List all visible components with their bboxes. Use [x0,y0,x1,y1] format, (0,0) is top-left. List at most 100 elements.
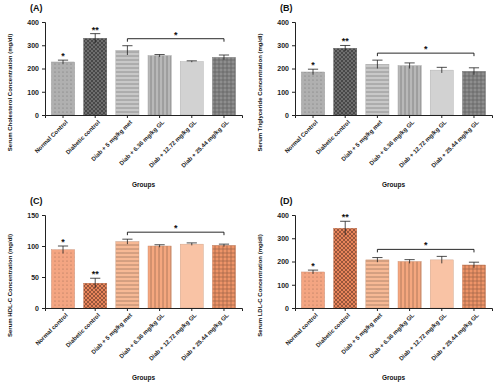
x-tick-mark [473,115,474,118]
x-tick: Normal control [34,308,69,347]
plot: 0100200300400Normal controlDiabetic cont… [277,212,492,382]
panel: 050100150Normal controlDiabetic controlD… [7,196,243,382]
x-axis: Normal ControlDiabetic controlDiab + 5 m… [284,115,493,169]
error-cap [372,257,382,258]
x-tick: Diabetic control [65,115,102,155]
marks [301,45,485,115]
y-tick: 400 [277,19,295,26]
bar [366,64,389,115]
y-axis-title: Serum LDL-C Concentration (mg/dl) [257,234,263,336]
error-bar [469,68,479,75]
y-tick-mark [42,69,45,70]
bar [334,48,357,115]
y-axis-title: Serum Cholesterol Concentration (mg/dl) [7,34,13,151]
x-tick-mark [127,115,128,118]
y-tick: 150 [27,212,45,219]
y-tick: 0 [35,305,45,312]
bar [180,62,203,115]
bar [334,228,357,308]
x-tick-label: Diabetic control [315,312,352,349]
x-axis-title: Groups [132,374,155,382]
bar [462,71,485,115]
y-tick-mark [292,69,295,70]
y-tick-label: 100 [277,88,289,95]
x-tick-mark [223,115,224,118]
bar [212,245,235,308]
error-bar [187,61,197,62]
y-axis-title: Serum Triglyceride Concentration (mg/dl) [257,33,263,151]
error-stem [127,239,128,244]
y-tick: 50 [31,274,45,281]
error-stem [409,260,410,264]
x-tick: Diabetic control [65,308,102,348]
y-tick-mark [42,45,45,46]
x-tick-label: Diabetic control [65,312,102,349]
y-tick-label: 400 [277,19,289,26]
panel: 0100200300400Normal ControlDiabetic cont… [257,3,493,189]
x-tick-mark [473,308,474,311]
x-tick: Normal Control [284,115,319,154]
annotation: ** [92,25,100,35]
y-axis-title: Serum HDL-C Concentration (mg/dl) [7,234,13,337]
error-cap [122,239,132,240]
x-tick-mark [63,115,64,118]
bar [51,62,74,115]
y-tick: 100 [27,88,45,95]
error-bar [372,60,382,68]
error-stem [127,46,128,55]
y-tick-label: 300 [27,42,39,49]
x-tick-mark [95,115,96,118]
x-axis-line [46,309,243,312]
error-bar [90,34,100,43]
y-tick-label: 100 [277,281,289,288]
bar [398,66,421,115]
error-cap [219,55,229,56]
x-tick-label: Diab + 25.44 mg/kg GL [430,119,480,169]
bar [148,56,171,115]
annotation: * [61,237,65,247]
error-cap [404,62,414,63]
bar [84,38,107,115]
bar [51,250,74,308]
panel: 0100200300400Normal controlDiabetic cont… [257,196,493,382]
error-cap [437,256,447,257]
x-tick: Diabetic control [315,308,352,348]
x-tick: Diab + 25.44 mg/kg GL [180,115,230,169]
x-tick-mark [95,308,96,311]
x-tick-mark [377,115,378,118]
bar [301,72,324,115]
y-tick: 100 [277,88,295,95]
error-cap [187,60,197,61]
y-tick: 400 [27,19,45,26]
annotation: ** [342,36,350,46]
annotation: * [174,223,178,233]
panel-title: (B) [280,3,293,13]
x-tick-mark [159,308,160,311]
error-bar [219,244,229,246]
bar [116,50,139,115]
annotation: ** [92,269,100,279]
y-axis-line [292,23,296,116]
y-tick-label: 200 [277,258,289,265]
x-tick-mark [345,115,346,118]
error-bar [187,243,197,245]
y-axis: 0100200300400 [27,19,45,119]
marks [51,239,235,308]
annotation: * [424,44,428,54]
marks [51,34,235,115]
x-tick-mark [63,308,64,311]
y-tick-mark [42,92,45,93]
y-tick-label: 150 [27,212,39,219]
x-tick-label: Diab + 25.44 mg/kg GL [430,312,480,362]
x-tick: Normal control [284,308,319,347]
error-stem [95,278,96,288]
plot: 0100200300400Normal ControlDiabetic cont… [277,19,492,189]
x-axis-title: Groups [382,374,405,382]
y-tick-mark [292,285,295,286]
y-tick-mark [42,115,45,116]
error-stem [377,258,378,263]
error-cap [219,244,229,245]
y-tick: 100 [27,243,45,250]
error-bar [404,63,414,69]
error-cap [469,67,479,68]
